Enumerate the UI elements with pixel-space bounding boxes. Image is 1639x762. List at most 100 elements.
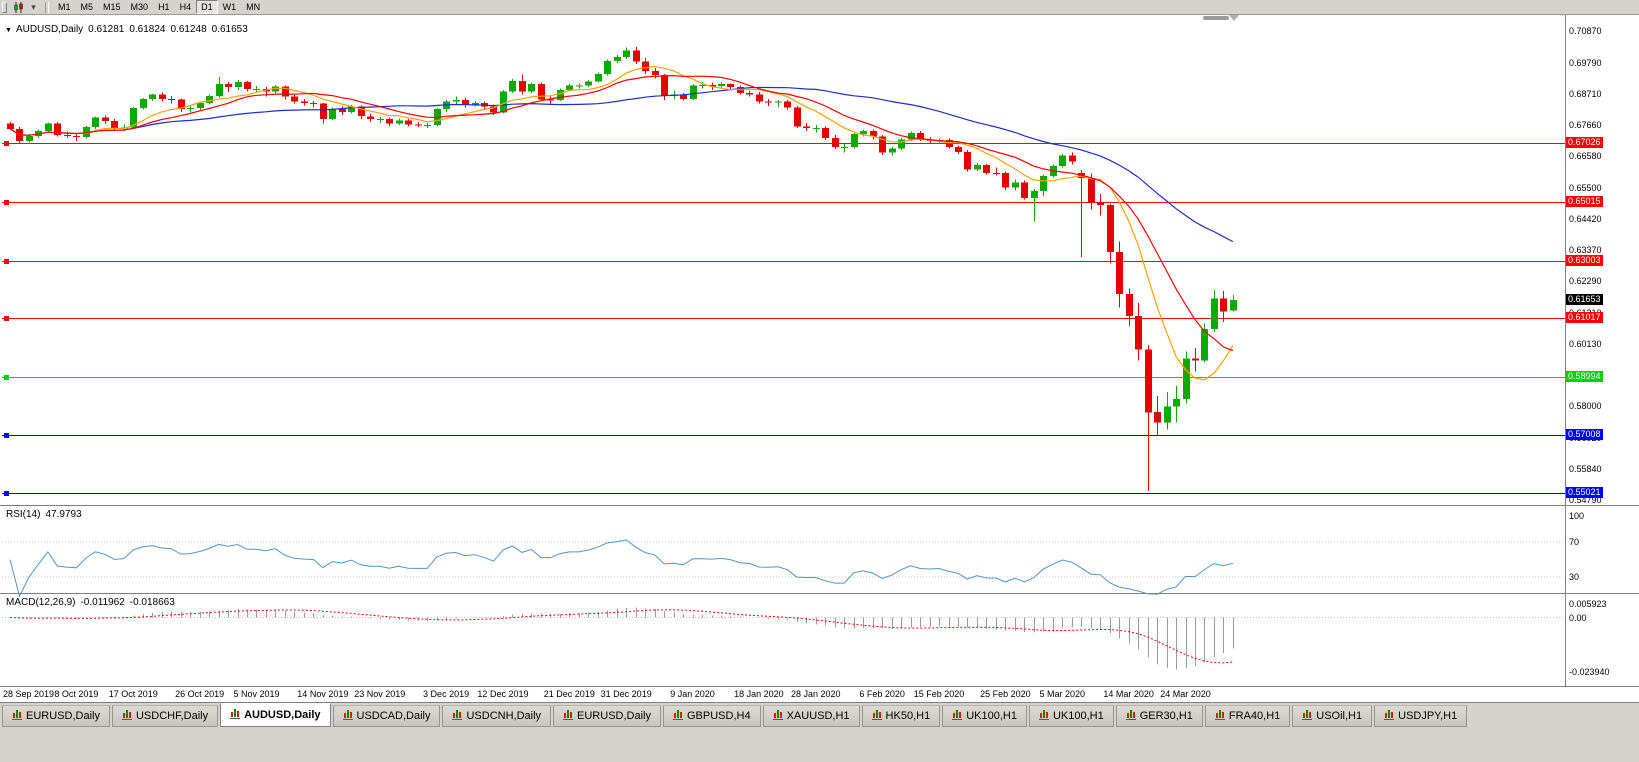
- candles-group: [7, 47, 1237, 491]
- time-axis-label: 12 Dec 2019: [477, 689, 529, 699]
- timeframe-button-m5[interactable]: M5: [80, 2, 94, 12]
- price-axis-label: 0.68710: [1569, 89, 1602, 100]
- time-axis-label: 9 Jan 2020: [670, 689, 715, 699]
- tab-chart-icon: [871, 709, 882, 723]
- tab-label: EURUSD,Daily: [26, 710, 100, 722]
- tab-chart-icon: [1038, 709, 1049, 723]
- chart-tab-usdchf-daily[interactable]: USDCHF,Daily: [111, 705, 219, 727]
- line-handle[interactable]: [4, 375, 9, 380]
- current-price-label: 0.61653: [1566, 293, 1603, 305]
- tab-label: USDCNH,Daily: [466, 710, 542, 722]
- timeframe-button-m1[interactable]: M1: [58, 2, 71, 12]
- price-line-label-0.55021: 0.55021: [1566, 487, 1603, 499]
- ohlc-low: 0.61248: [170, 24, 207, 35]
- time-axis-label: 3 Dec 2019: [423, 689, 470, 699]
- ma-line-34: [9, 86, 1234, 243]
- chart-plot-area[interactable]: [0, 14, 1565, 702]
- chart-tab-fra40-h1[interactable]: FRA40,H1: [1204, 705, 1291, 727]
- timeframe-button-mn[interactable]: MN: [246, 2, 261, 12]
- timeframe-button-h4[interactable]: H4: [179, 2, 192, 12]
- line-handle[interactable]: [4, 433, 9, 438]
- ma-line-13: [9, 74, 1234, 352]
- pane-separator[interactable]: [0, 505, 1639, 506]
- tab-label: USDJPY,H1: [1398, 710, 1458, 722]
- timeframe-button-d1[interactable]: D1: [196, 0, 218, 14]
- chart-tab-usdcad-daily[interactable]: USDCAD,Daily: [332, 705, 441, 727]
- tab-chart-icon: [1302, 709, 1313, 723]
- tab-label: FRA40,H1: [1228, 710, 1281, 722]
- chart-tab-usdcnh-daily[interactable]: USDCNH,Daily: [442, 705, 552, 727]
- one-click-trading-toggle[interactable]: ▼: [5, 27, 12, 34]
- time-axis-label: 25 Feb 2020: [980, 689, 1031, 699]
- chart-tab-hk50-h1[interactable]: HK50,H1: [861, 705, 941, 727]
- macd-histogram: [19, 607, 1234, 670]
- ohlc-high: 0.61824: [129, 24, 166, 35]
- rsi-axis-label: 30: [1569, 572, 1580, 582]
- line-handle[interactable]: [4, 491, 9, 496]
- tab-chart-icon: [342, 709, 353, 723]
- tab-chart-icon: [563, 709, 574, 723]
- timeframe-button-w1[interactable]: W1: [222, 2, 237, 12]
- toolbar-grip[interactable]: [2, 1, 7, 13]
- candlestick-chart-icon[interactable]: [11, 1, 26, 13]
- line-handle[interactable]: [4, 316, 9, 321]
- time-axis-label: 18 Jan 2020: [734, 689, 784, 699]
- chart-tab-audusd-daily[interactable]: AUDUSD,Daily: [220, 703, 331, 727]
- timeframe-button-h1[interactable]: H1: [158, 2, 170, 12]
- time-axis-label: 5 Mar 2020: [1039, 689, 1086, 699]
- tab-label: EURUSD,Daily: [577, 710, 651, 722]
- time-axis-label: 26 Oct 2019: [175, 689, 225, 699]
- price-axis-label: 0.69790: [1569, 57, 1602, 68]
- chart-shift-marker[interactable]: [1229, 15, 1239, 21]
- price-line-label-0.57008: 0.57008: [1566, 429, 1603, 441]
- ohlc-close: 0.61653: [211, 24, 248, 35]
- chart-tab-uk100-h1[interactable]: UK100,H1: [1028, 705, 1114, 727]
- dropdown-arrow-icon[interactable]: ▾: [31, 1, 36, 12]
- price-axis-label: 0.63370: [1569, 244, 1602, 255]
- timeframe-button-m15[interactable]: M15: [103, 2, 121, 12]
- time-axis-label: 15 Feb 2020: [913, 689, 965, 699]
- chart-tab-uk100-h1[interactable]: UK100,H1: [942, 705, 1027, 727]
- price-axis-label: 0.60130: [1569, 339, 1602, 350]
- tab-chart-icon: [1384, 709, 1395, 723]
- line-handle[interactable]: [4, 200, 9, 205]
- tab-chart-icon: [121, 709, 132, 723]
- chart-tab-ger30-h1[interactable]: GER30,H1: [1115, 705, 1203, 727]
- tab-label: AUDUSD,Daily: [244, 709, 321, 721]
- line-handle[interactable]: [4, 259, 9, 264]
- macd-signal-value: -0.018663: [129, 597, 175, 608]
- timeframe-button-m30[interactable]: M30: [130, 2, 149, 12]
- time-axis-label: 28 Jan 2020: [791, 689, 841, 699]
- chart-tab-eurusd-daily[interactable]: EURUSD,Daily: [2, 705, 110, 727]
- line-handle[interactable]: [4, 141, 9, 146]
- timeframe-toolbar: ▾ M1 M5 M15 M30 H1 H4 D1 W1 MN: [0, 0, 1639, 15]
- time-axis-label: 23 Nov 2019: [354, 689, 406, 699]
- tab-chart-icon: [12, 709, 22, 723]
- ohlc-open: 0.61281: [88, 24, 125, 35]
- chart-tab-gbpusd-h4[interactable]: GBPUSD,H4: [663, 705, 761, 727]
- pane-separator: [0, 686, 1639, 687]
- macd-main-value: -0.011962: [80, 597, 125, 608]
- price-axis-label: 0.54790: [1569, 495, 1602, 506]
- pane-separator[interactable]: [0, 593, 1639, 594]
- price-axis-separator: [1565, 14, 1566, 686]
- time-axis-label: 28 Sep 2019: [3, 689, 55, 699]
- chart-tab-eurusd-daily[interactable]: EURUSD,Daily: [553, 705, 661, 727]
- chart-tabs-bar: EURUSD,Daily USDCHF,Daily AUDUSD,Daily USDC…: [0, 702, 1639, 762]
- tab-label: GER30,H1: [1139, 710, 1193, 722]
- macd-axis-label: 0.005923: [1569, 599, 1607, 609]
- moving-averages-group: [9, 65, 1234, 381]
- tab-label: GBPUSD,H4: [687, 710, 751, 722]
- toolbar-separator: [45, 1, 49, 13]
- chart-scrollbar-thumb[interactable]: [1203, 16, 1229, 20]
- chart-tab-usoil-h1[interactable]: USOil,H1: [1292, 705, 1373, 727]
- price-axis-label: 0.70870: [1569, 26, 1602, 37]
- tab-label: HK50,H1: [885, 710, 931, 722]
- tab-chart-icon: [772, 709, 783, 723]
- time-axis-label: 17 Oct 2019: [108, 689, 158, 699]
- time-axis-label: 5 Nov 2019: [233, 689, 280, 699]
- chart-tab-xauusd-h1[interactable]: XAUUSD,H1: [762, 705, 860, 727]
- chart-tab-usdjpy-h1[interactable]: USDJPY,H1: [1374, 705, 1468, 727]
- macd-signal-line: [9, 609, 1233, 664]
